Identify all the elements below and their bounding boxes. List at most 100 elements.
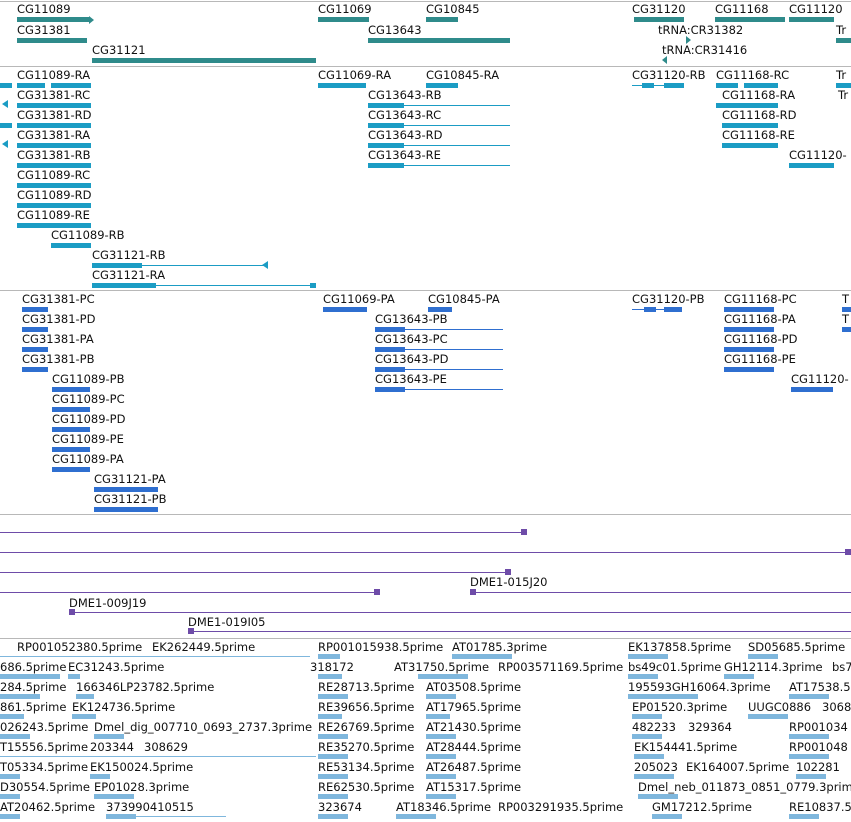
transcript-label[interactable]: CG31120-RB (632, 68, 706, 82)
polypeptide-label[interactable]: CG11089-PE (52, 432, 124, 446)
est-label[interactable]: AT17965.5prime (426, 700, 522, 714)
est-label[interactable]: RE10837.5 (789, 800, 851, 814)
est-label[interactable]: AT15317.5prime (426, 780, 522, 794)
polypeptide-label[interactable]: CG13643-PD (375, 352, 449, 366)
transcript-label[interactable]: CG11089-RC (17, 168, 91, 182)
transcript-label[interactable]: CG31381-RD (17, 108, 92, 122)
est-label[interactable]: EK154441.5prime (634, 740, 738, 754)
transcript-label[interactable]: CG13643-RB (368, 88, 442, 102)
est-label[interactable]: Dmel_dig_007710_0693_2737.3prime (94, 720, 313, 734)
clone-label[interactable]: DME1-019I05 (188, 615, 266, 629)
est-label[interactable]: AT20462.5prime (0, 800, 96, 814)
est-label[interactable]: bs7 (832, 660, 851, 674)
clone-label[interactable]: DME1-009J19 (69, 596, 147, 610)
est-label[interactable]: UUGC0886 (748, 700, 812, 714)
est-label[interactable]: 166346LP23782.5prime (76, 680, 215, 694)
est-label[interactable]: 482233 (632, 720, 676, 734)
est-label[interactable]: RP001052380.5prime (17, 640, 143, 654)
est-label[interactable]: 329364 (688, 720, 732, 734)
est-label[interactable]: T15556.5prime (0, 740, 89, 754)
est-label[interactable]: RE26769.5prime (318, 720, 415, 734)
polypeptide-label[interactable]: CG31381-PB (22, 352, 95, 366)
est-label[interactable]: 203344 (90, 740, 134, 754)
transcript-label[interactable]: CG11168-RD (722, 108, 797, 122)
transcript-label[interactable]: CG31381-RB (17, 148, 91, 162)
polypeptide-label[interactable]: CG13643-PE (375, 372, 447, 386)
transcript-label[interactable]: CG13643-RC (368, 108, 442, 122)
est-label[interactable]: RP001048 (789, 740, 848, 754)
est-label[interactable]: RE35270.5prime (318, 740, 415, 754)
est-label[interactable]: EP01028.3prime (94, 780, 190, 794)
est-label[interactable]: bs49c01.5prime (628, 660, 722, 674)
transcript-label[interactable]: CG11120- (789, 148, 847, 162)
est-label[interactable]: 205023 (634, 760, 678, 774)
polypeptide-label[interactable]: CG13643-PC (375, 332, 448, 346)
polypeptide-label[interactable]: CG11168-PD (724, 332, 798, 346)
transcript-label[interactable]: CG13643-RE (368, 148, 441, 162)
est-label[interactable]: 318172 (310, 660, 354, 674)
est-label[interactable]: T05334.5prime (0, 760, 89, 774)
polypeptide-label[interactable]: CG13643-PB (375, 312, 448, 326)
polypeptide-label[interactable]: CG11168-PA (724, 312, 796, 326)
est-label[interactable]: RE53134.5prime (318, 760, 415, 774)
polypeptide-label[interactable]: CG31381-PA (22, 332, 94, 346)
transcript-label[interactable]: Tr (836, 68, 847, 82)
est-label[interactable]: 323674 (318, 800, 362, 814)
polypeptide-label[interactable]: T (842, 292, 850, 306)
transcript-label[interactable]: CG11168-RC (716, 68, 790, 82)
est-label[interactable]: AT21430.5prime (426, 720, 522, 734)
polypeptide-label[interactable]: CG11089-PA (52, 452, 124, 466)
polypeptide-label[interactable]: CG11089-PB (52, 372, 125, 386)
est-label[interactable]: AT18346.5prime (396, 800, 492, 814)
est-label[interactable]: RP001034 (789, 720, 848, 734)
est-label[interactable]: EP01520.3prime (632, 700, 728, 714)
transcript-label[interactable]: CG11069-RA (318, 68, 392, 82)
est-label[interactable]: RE28713.5prime (318, 680, 415, 694)
transcript-label[interactable]: CG13643-RD (368, 128, 443, 142)
transcript-label[interactable]: CG31121-RA (92, 268, 166, 282)
transcript-label[interactable]: CG31381-RA (17, 128, 91, 142)
est-label[interactable]: RP003571169.5prime (498, 660, 624, 674)
polypeptide-label[interactable]: CG11168-PE (724, 352, 796, 366)
est-label[interactable]: AT17538.5 (789, 680, 851, 694)
est-label[interactable]: 861.5prime (0, 700, 67, 714)
est-label[interactable]: 195593GH16064.3prime (628, 680, 771, 694)
polypeptide-label[interactable]: CG10845-PA (428, 292, 500, 306)
transcript-label[interactable]: Tr (838, 88, 849, 102)
polypeptide-label[interactable]: CG31381-PD (22, 312, 96, 326)
est-label[interactable]: AT03508.5prime (426, 680, 522, 694)
est-label[interactable]: AT26487.5prime (426, 760, 522, 774)
polypeptide-label[interactable]: CG11168-PC (724, 292, 797, 306)
est-label[interactable]: 308629 (144, 740, 188, 754)
est-label[interactable]: 686.5prime (0, 660, 67, 674)
polypeptide-label[interactable]: CG31381-PC (22, 292, 95, 306)
transcript-label[interactable]: CG11089-RA (17, 68, 91, 82)
transcript-label[interactable]: CG11168-RE (722, 128, 795, 142)
est-label[interactable]: SD05685.5prime (748, 640, 846, 654)
polypeptide-label[interactable]: CG11089-PC (52, 392, 125, 406)
polypeptide-label[interactable]: CG31120-PB (632, 292, 705, 306)
est-label[interactable]: GH12114.3prime (724, 660, 823, 674)
est-label[interactable]: AT28444.5prime (426, 740, 522, 754)
est-label[interactable]: 102281 (796, 760, 840, 774)
est-label[interactable]: 3068 (822, 700, 851, 714)
polypeptide-label[interactable]: CG31121-PA (94, 472, 166, 486)
est-label[interactable]: AT31750.5prime (394, 660, 490, 674)
transcript-label[interactable]: CG11168-RA (722, 88, 796, 102)
est-label[interactable]: AT01785.3prime (452, 640, 548, 654)
est-label[interactable]: RE62530.5prime (318, 780, 415, 794)
est-label[interactable]: D30554.5prime (0, 780, 90, 794)
est-label[interactable]: EC31243.5prime (68, 660, 165, 674)
est-label[interactable]: EK164007.5prime (686, 760, 790, 774)
polypeptide-label[interactable]: CG11069-PA (323, 292, 395, 306)
transcript-label[interactable]: CG11089-RE (17, 208, 90, 222)
transcript-label[interactable]: CG10845-RA (426, 68, 500, 82)
transcript-label[interactable]: CG11089-RB (51, 228, 125, 242)
est-label[interactable]: EK150024.5prime (90, 760, 194, 774)
est-label[interactable]: EK124736.5prime (72, 700, 176, 714)
est-label[interactable]: 373990410515 (106, 800, 194, 814)
est-label[interactable]: GM17212.5prime (652, 800, 752, 814)
est-label[interactable]: RE39656.5prime (318, 700, 415, 714)
est-label[interactable]: 026243.5prime (0, 720, 89, 734)
est-label[interactable]: RP003291935.5prime (498, 800, 624, 814)
